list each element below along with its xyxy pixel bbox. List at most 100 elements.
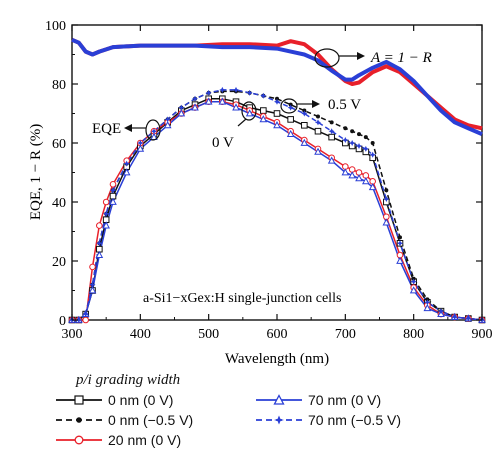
legend-label-70nm-minus05v: 70 nm (−0.5 V)	[308, 412, 401, 428]
series-1-point	[357, 132, 361, 137]
x-tick-label: 700	[335, 327, 356, 342]
annotations-layer: EQE 0 V 0.5 V A = 1 − R a-Si1−xGex:H sin…	[92, 48, 432, 306]
series-2-point	[96, 222, 103, 229]
series-3-point	[163, 121, 172, 129]
series-1-point	[384, 188, 389, 193]
plot-frame	[71, 24, 483, 321]
series-4-point	[274, 98, 280, 105]
series-0-point	[314, 127, 322, 135]
series-4-point	[356, 142, 362, 149]
series-4-point	[96, 240, 103, 247]
series-1-point	[329, 120, 334, 125]
series-4-point	[192, 95, 198, 102]
series-1-point	[398, 235, 402, 240]
inner-cell-label: a-Si1−xGex:H single-junction cells	[143, 291, 341, 306]
series-4-point	[438, 308, 444, 315]
series-1-point	[363, 135, 368, 140]
series-3-point	[341, 168, 350, 176]
series-3-point	[218, 97, 227, 105]
v0-ellipse	[241, 101, 257, 121]
series-0-point	[287, 116, 294, 123]
y-axis-label: EQE, 1 − R (%)	[28, 124, 44, 220]
series-3-point	[95, 250, 104, 258]
legend-swatch-black-dashed	[56, 417, 102, 423]
series-3-point	[300, 138, 309, 146]
y-tick-label: 60	[52, 137, 66, 152]
series-3-point	[348, 171, 357, 179]
legend-item-70nm-minus05v: 70 nm (−0.5 V)	[256, 412, 476, 430]
series-4-point	[397, 240, 403, 247]
series-3-point	[232, 103, 240, 111]
series-4-point	[219, 86, 226, 93]
x-axis-label: Wavelength (nm)	[225, 351, 329, 367]
series-1-point	[343, 126, 348, 131]
eqe-arrow-head	[124, 124, 132, 132]
series-3-point	[259, 115, 268, 123]
legend-item-0nm-0v: 0 nm (0 V)	[56, 392, 256, 410]
series-3-point	[245, 109, 254, 117]
legend-title: p/i grading width	[76, 372, 181, 388]
series-line-6	[71, 37, 483, 137]
series-3-point	[423, 303, 432, 312]
eqe-ellipse	[145, 119, 161, 141]
series-4-point	[110, 187, 116, 194]
series-4-point	[451, 314, 458, 321]
ticks-layer: 300 400 500 600 700 800 900 0 20 40 60 80 100	[45, 19, 493, 342]
series-4-point	[287, 104, 294, 111]
series-4-point	[410, 278, 417, 285]
series-4-point	[424, 299, 431, 306]
series-line-0	[72, 98, 483, 321]
legend-item-70nm-0v: 70 nm (0 V)	[256, 392, 476, 410]
series-4-point	[123, 160, 130, 167]
series-4-point	[369, 151, 376, 158]
series-3-point	[409, 286, 418, 294]
legend-swatch-black-square	[56, 395, 102, 405]
series-4-point	[315, 119, 321, 126]
annotation-05v: 0.5 V	[328, 97, 361, 113]
series-3-point	[396, 256, 404, 264]
series-2-point	[109, 181, 117, 188]
y-tick-label: 20	[52, 255, 66, 270]
curves-layer	[71, 37, 483, 321]
v0-arrow	[237, 118, 247, 127]
series-3-point	[286, 129, 295, 138]
series-4-point	[178, 104, 185, 111]
series-4-point	[75, 317, 82, 323]
legend-label-0nm-0v: 0 nm (0 V)	[108, 392, 174, 408]
series-3-point	[273, 121, 281, 129]
series-0-point	[301, 122, 308, 129]
x-tick-label: 900	[472, 327, 493, 342]
series-4-point	[383, 196, 390, 203]
series-3-point	[355, 174, 363, 182]
series-3-point	[102, 221, 111, 229]
annotation-a-equation: A = 1 − R	[370, 50, 432, 66]
series-3-point	[109, 197, 117, 205]
series-3-point	[191, 103, 199, 111]
legend-label-70nm-0v: 70 nm (0 V)	[308, 392, 382, 408]
x-tick-label: 400	[130, 327, 151, 342]
y-tick-label: 0	[59, 314, 66, 329]
y-tick-label: 100	[45, 19, 66, 34]
series-0-point	[328, 133, 335, 141]
annotation-0v: 0 V	[212, 135, 234, 151]
series-0-point	[273, 110, 281, 117]
x-tick-label: 300	[62, 327, 83, 342]
eqe-chart: 300 400 500 600 700 800 900 0 20 40 60 80 100 EQE 0 …	[28, 19, 493, 367]
markers-layer	[68, 86, 486, 324]
series-2-point	[89, 263, 96, 271]
y-tick-label: 80	[52, 78, 66, 93]
annotation-eqe: EQE	[92, 121, 121, 137]
series-3-point	[314, 147, 322, 155]
series-4-point	[89, 281, 96, 288]
series-4-point	[205, 89, 212, 96]
series-3-point	[368, 182, 377, 191]
legend-label-20nm-0v: 20 nm (0 V)	[108, 432, 182, 448]
series-4-point	[233, 86, 239, 93]
series-1-point	[316, 114, 320, 119]
series-4-point	[328, 128, 335, 135]
y-tick-label: 40	[52, 196, 66, 211]
series-2-point	[102, 198, 110, 206]
legend-swatch-blue-triangle	[256, 394, 302, 405]
series-1-point	[370, 141, 375, 145]
series-4-point	[260, 92, 267, 99]
